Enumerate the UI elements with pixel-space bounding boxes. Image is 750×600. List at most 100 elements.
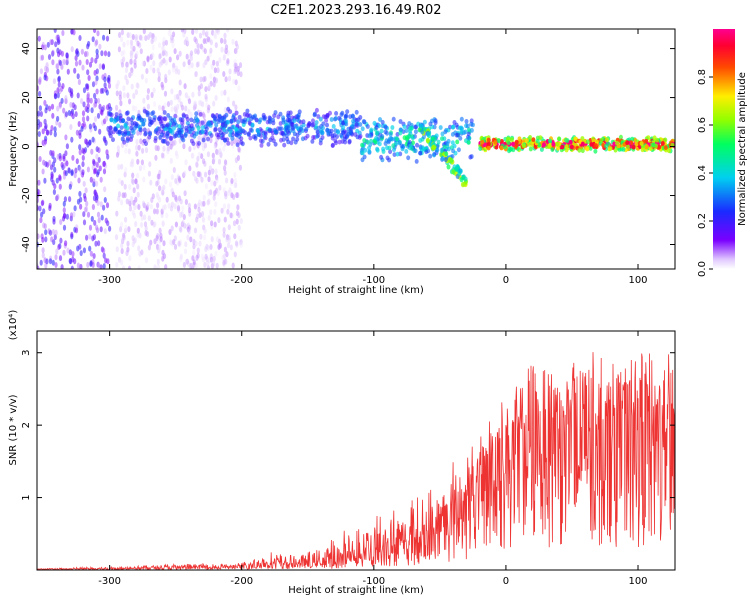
heatmap-cell bbox=[50, 103, 55, 110]
heatmap-cell bbox=[78, 35, 82, 41]
heatmap-cell bbox=[378, 117, 382, 122]
heatmap-cell bbox=[168, 29, 172, 33]
heatmap-cell bbox=[82, 87, 87, 94]
heatmap-cell bbox=[120, 36, 124, 43]
heatmap-cell bbox=[128, 72, 132, 79]
heatmap-cell bbox=[204, 59, 208, 66]
heatmap-cell bbox=[160, 212, 164, 219]
heatmap-cell bbox=[184, 199, 188, 205]
heatmap-cell bbox=[204, 131, 209, 136]
heatmap-cell bbox=[98, 63, 102, 70]
heatmap-cell bbox=[202, 217, 206, 224]
heatmap-cell bbox=[37, 119, 41, 125]
heatmap-cell bbox=[124, 67, 129, 74]
heatmap-cell bbox=[651, 142, 656, 148]
heatmap-cell bbox=[325, 112, 330, 118]
heatmap-cell bbox=[49, 39, 53, 46]
heatmap-cell bbox=[193, 36, 197, 43]
heatmap-cell bbox=[164, 39, 168, 46]
heatmap-cell bbox=[187, 98, 192, 105]
heatmap-cell bbox=[115, 210, 119, 217]
heatmap-cell bbox=[48, 202, 52, 209]
heatmap-cell bbox=[183, 170, 187, 177]
heatmap-cell bbox=[92, 102, 96, 109]
heatmap-cell bbox=[239, 242, 243, 248]
heatmap-cell bbox=[233, 48, 238, 54]
heatmap-cell bbox=[158, 196, 162, 203]
heatmap-cell bbox=[204, 246, 208, 253]
heatmap-cell bbox=[37, 192, 40, 198]
heatmap-cell bbox=[210, 169, 214, 176]
heatmap-cell bbox=[138, 165, 143, 172]
heatmap-cell bbox=[195, 162, 199, 169]
heatmap-cell bbox=[235, 210, 239, 217]
heatmap-cell bbox=[480, 139, 485, 145]
heatmap-cell bbox=[162, 253, 167, 260]
heatmap-cell bbox=[185, 116, 190, 122]
heatmap-cell bbox=[115, 83, 119, 90]
heatmap-cell bbox=[131, 34, 135, 40]
heatmap-cell bbox=[187, 59, 191, 66]
heatmap-cell bbox=[162, 57, 166, 64]
heatmap-cell bbox=[263, 130, 268, 136]
heatmap-cell bbox=[377, 141, 382, 147]
heatmap-cell bbox=[459, 177, 464, 183]
heatmap-cell bbox=[183, 222, 187, 229]
heatmap-cell bbox=[215, 148, 219, 155]
heatmap-cell bbox=[131, 48, 135, 55]
heatmap-cell bbox=[86, 92, 90, 98]
heatmap-cell bbox=[136, 183, 140, 190]
heatmap-cell bbox=[528, 135, 533, 140]
heatmap-cell bbox=[458, 135, 463, 141]
heatmap-cell bbox=[194, 29, 199, 34]
heatmap-cell bbox=[75, 158, 79, 165]
heatmap-cell bbox=[120, 248, 124, 255]
heatmap-cell bbox=[217, 158, 222, 165]
heatmap-cell bbox=[169, 37, 173, 44]
heatmap-cell bbox=[142, 127, 147, 133]
heatmap-cell bbox=[81, 64, 85, 71]
heatmap-cell bbox=[517, 136, 522, 142]
heatmap-cell bbox=[121, 118, 126, 124]
heatmap-cell bbox=[463, 129, 468, 135]
heatmap-cell bbox=[557, 136, 562, 142]
heatmap-cell bbox=[238, 62, 243, 69]
heatmap-cell bbox=[53, 126, 57, 133]
heatmap-cell bbox=[53, 234, 57, 241]
heatmap-cell bbox=[59, 237, 63, 244]
heatmap-cell bbox=[206, 265, 210, 269]
heatmap-cell bbox=[236, 192, 240, 199]
heatmap-cell bbox=[158, 104, 162, 111]
heatmap-cell bbox=[443, 156, 448, 163]
heatmap-cell bbox=[161, 186, 165, 193]
heatmap-cell bbox=[320, 125, 325, 131]
heatmap-cell bbox=[142, 29, 146, 35]
heatmap-cell bbox=[212, 31, 217, 38]
heatmap-cell bbox=[195, 216, 199, 223]
heatmap-cell bbox=[189, 55, 193, 62]
heatmap-cell bbox=[239, 140, 244, 145]
heatmap-cell bbox=[197, 202, 201, 209]
heatmap-cell bbox=[212, 157, 216, 163]
heatmap-cell bbox=[134, 196, 138, 203]
heatmap-cell bbox=[146, 88, 150, 94]
heatmap-cell bbox=[580, 148, 585, 154]
heatmap-cell bbox=[226, 58, 230, 65]
snr-y-label: SNR (10 * v/v) bbox=[8, 394, 19, 465]
heatmap-cell bbox=[95, 48, 99, 55]
heatmap-cell bbox=[212, 100, 216, 107]
heatmap-cell bbox=[425, 137, 430, 143]
heatmap-cell bbox=[82, 121, 86, 128]
heatmap-cell bbox=[92, 160, 96, 167]
heatmap-cell bbox=[122, 41, 126, 48]
heatmap-cell bbox=[209, 39, 213, 46]
heatmap-cell bbox=[161, 50, 165, 57]
heatmap-cell bbox=[247, 120, 252, 126]
heatmap-cell bbox=[210, 236, 214, 243]
heatmap-cell bbox=[374, 135, 379, 141]
heatmap-cell bbox=[146, 103, 150, 110]
y-tick-label: 0 bbox=[21, 143, 32, 149]
heatmap-cell bbox=[114, 234, 119, 241]
heatmap-cell bbox=[273, 141, 278, 147]
heatmap-cell bbox=[413, 124, 418, 130]
